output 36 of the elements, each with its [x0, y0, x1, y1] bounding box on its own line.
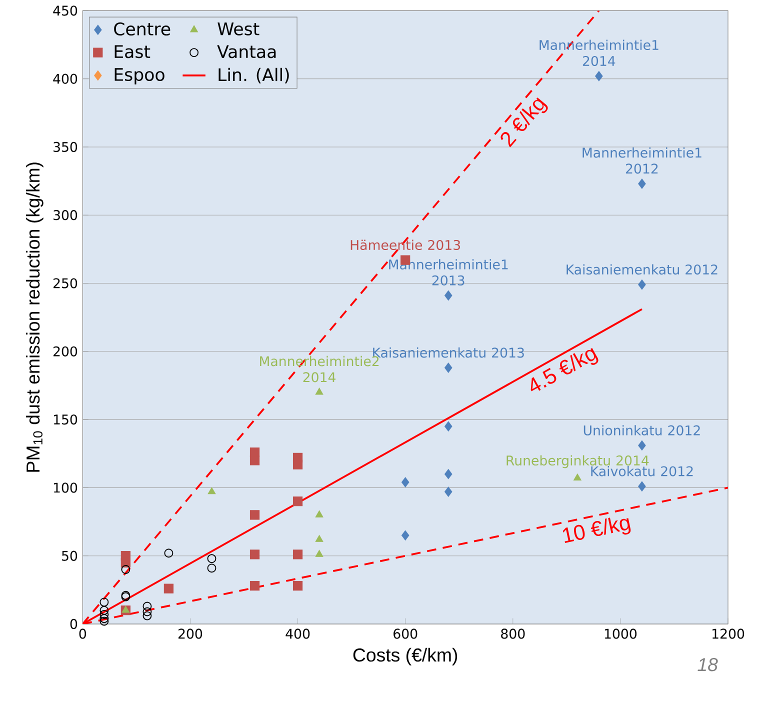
y-tick-label: 50	[62, 550, 78, 562]
legend-label: Lin. (All)	[218, 68, 289, 84]
x-tick-label: 200	[178, 628, 202, 639]
annotation: Kaivokatu 2012	[591, 466, 693, 476]
x-axis-title: Costs (€/km)	[353, 648, 458, 666]
annotation: Kaisaniemenkatu 2012	[566, 264, 718, 275]
y-tick-label: 300	[54, 210, 78, 220]
y-tick-label: 0	[70, 619, 78, 630]
y-tick-label: 250	[53, 278, 78, 288]
x-tick-label: 600	[394, 628, 418, 639]
y-tick-label: 100	[54, 482, 78, 493]
annotation: 10 €/kg	[562, 518, 631, 544]
legend-label: West	[218, 22, 260, 36]
annotation: Mannerheimintie1 2012	[582, 148, 702, 174]
y-tick-label: 150	[54, 414, 78, 425]
x-tick-label: 0	[79, 628, 86, 639]
annotation: 2 €/kg	[500, 98, 548, 148]
annotation: Unioninkatu 2012	[584, 425, 700, 436]
x-tick-label: 400	[286, 628, 310, 639]
y-axis-title: PM$_{10}$ dust emission reduction (kg/km)	[26, 162, 44, 472]
legend-label: Espoo	[114, 68, 164, 85]
legend-label: Centre	[114, 22, 170, 36]
y-tick-label: 350	[54, 142, 78, 152]
annotation: 4.5 €/kg	[530, 348, 598, 392]
legend-label: Vantaa	[217, 45, 276, 58]
x-tick-label: 800	[501, 628, 525, 639]
text: 18	[698, 658, 718, 672]
x-tick-label: 1000	[604, 628, 637, 639]
y-tick-label: 450	[53, 6, 78, 16]
y-tick-label: 400	[53, 74, 78, 84]
legend-label: East	[114, 45, 150, 58]
annotation: Hämeentie 2013	[350, 240, 460, 250]
annotation: Kaisaniemenkatu 2013	[373, 348, 524, 358]
annotation: Mannerheimintie1 2013	[389, 259, 508, 286]
y-tick-label: 200	[53, 346, 78, 357]
x-tick-label: 1200	[712, 628, 744, 639]
